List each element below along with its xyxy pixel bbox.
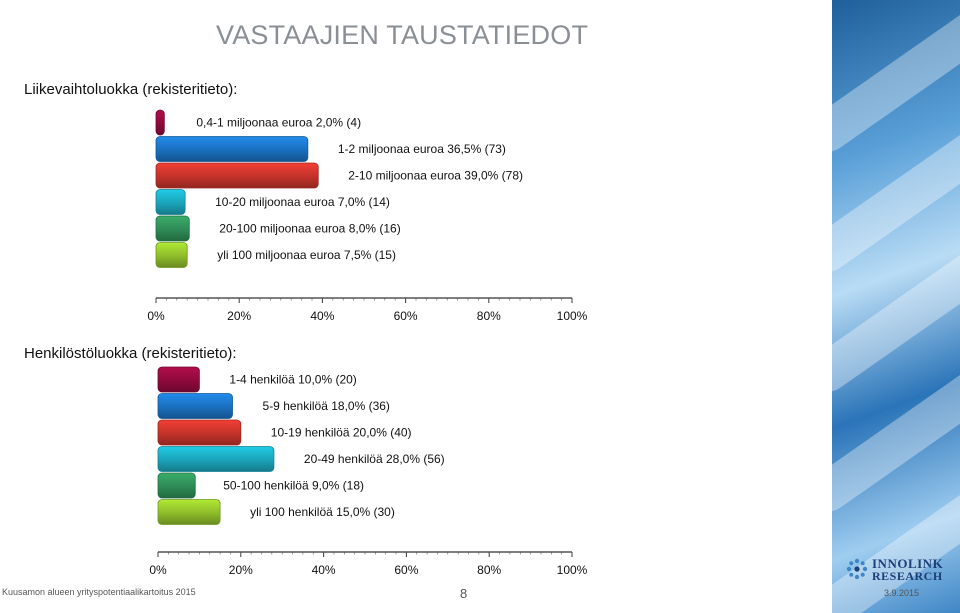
chart2-bar-0: [157, 366, 200, 393]
chart1-bar-3: [155, 189, 186, 215]
chart1-bar-0: [155, 109, 165, 136]
chart2-title: Henkilöstöluokka (rekisteritieto):: [24, 345, 237, 362]
chart1-tick-label-1: 20%: [227, 309, 251, 323]
chart1-data-label-0: 0,4-1 miljoonaa euroa 2,0% (4): [196, 116, 361, 130]
chart2-bar-1: [157, 393, 233, 419]
chart1-bar-4: [155, 215, 190, 242]
chart2-data-label-5: yli 100 henkilöä 15,0% (30): [250, 505, 395, 519]
chart2-bar-4: [157, 472, 196, 499]
chart1-title: Liikevaihtoluokka (rekisteritieto):: [24, 81, 238, 98]
logo-line1: INNOLINK: [872, 556, 944, 571]
footer-date: 3.9.2015: [884, 588, 920, 598]
chart1-data-label-2: 2-10 miljoonaa euroa 39,0% (78): [348, 169, 523, 183]
chart2-tick-label-1: 20%: [229, 563, 253, 577]
chart2-bar-3: [157, 446, 275, 472]
chart2-data-label-3: 20-49 henkilöä 28,0% (56): [304, 452, 445, 466]
chart1-tick-label-4: 80%: [477, 309, 501, 323]
innolink-logo: INNOLINK RESEARCH: [846, 556, 946, 586]
chart1-tick-label-0: 0%: [147, 309, 165, 323]
chart1-bar-1: [155, 136, 309, 162]
chart1-bar-2: [155, 162, 319, 189]
chart2-tick-label-0: 0%: [149, 563, 167, 577]
chart1-tick-label-2: 40%: [310, 309, 334, 323]
page-title: VASTAAJIEN TAUSTATIEDOT: [216, 20, 589, 50]
chart1-bar-5: [155, 242, 188, 268]
revenue-class-chart: 0,4-1 miljoonaa euroa 2,0% (4) 1-2 miljoo…: [147, 109, 588, 323]
chart2-bar-2: [157, 419, 242, 446]
chart2-data-label-1: 5-9 henkilöä 18,0% (36): [263, 399, 390, 413]
chart2-tick-label-5: 100%: [557, 563, 588, 577]
chart2-tick-label-4: 80%: [477, 563, 501, 577]
chart1-data-label-3: 10-20 miljoonaa euroa 7,0% (14): [215, 195, 390, 209]
page-number: 8: [460, 586, 468, 601]
logo-mark-icon: [846, 558, 868, 580]
chart2-tick-label-2: 40%: [312, 563, 336, 577]
staff-class-chart: 1-4 henkilöä 10,0% (20) 5-9 henkilöä 18,0…: [149, 366, 588, 577]
footer-source: Kuusamon alueen yrityspotentiaalikartoit…: [2, 587, 196, 597]
chart1-data-label-4: 20-100 miljoonaa euroa 8,0% (16): [219, 222, 400, 236]
logo-line2: RESEARCH: [872, 569, 943, 583]
chart2-data-label-4: 50-100 henkilöä 9,0% (18): [223, 479, 364, 493]
chart2-data-label-0: 1-4 henkilöä 10,0% (20): [229, 373, 356, 387]
chart1-tick-label-5: 100%: [557, 309, 588, 323]
decorative-side-image: [832, 0, 960, 613]
chart1-data-label-5: yli 100 miljoonaa euroa 7,5% (15): [217, 248, 396, 262]
chart2-bar-5: [157, 499, 221, 525]
chart1-tick-label-3: 60%: [394, 309, 418, 323]
chart2-data-label-2: 10-19 henkilöä 20,0% (40): [271, 426, 412, 440]
chart1-data-label-1: 1-2 miljoonaa euroa 36,5% (73): [338, 142, 506, 156]
chart2-tick-label-3: 60%: [394, 563, 418, 577]
